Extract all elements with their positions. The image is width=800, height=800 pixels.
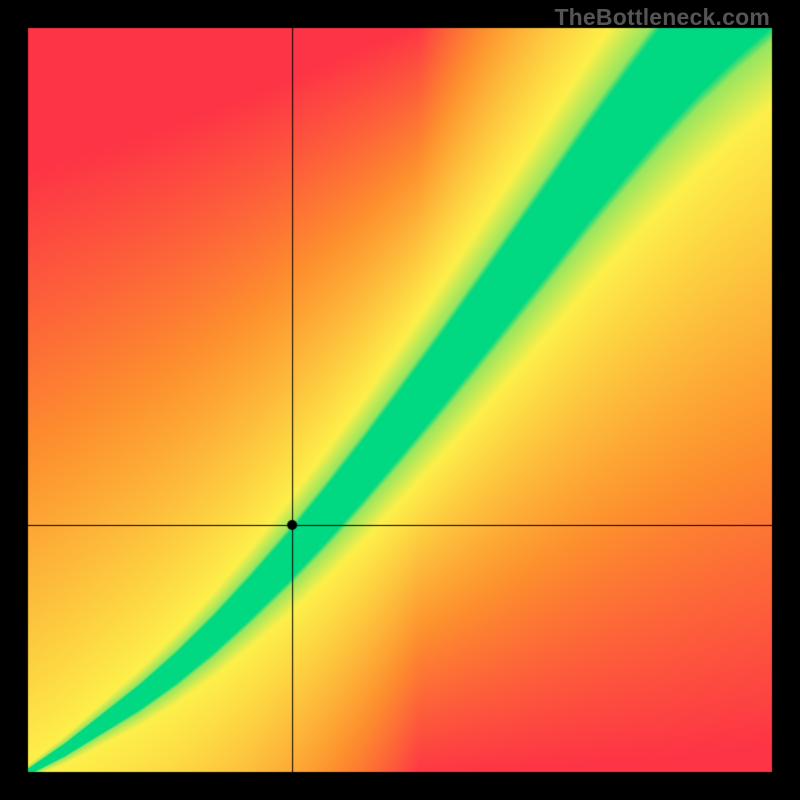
attribution-text: TheBottleneck.com	[554, 4, 770, 31]
bottleneck-heatmap	[0, 0, 800, 800]
